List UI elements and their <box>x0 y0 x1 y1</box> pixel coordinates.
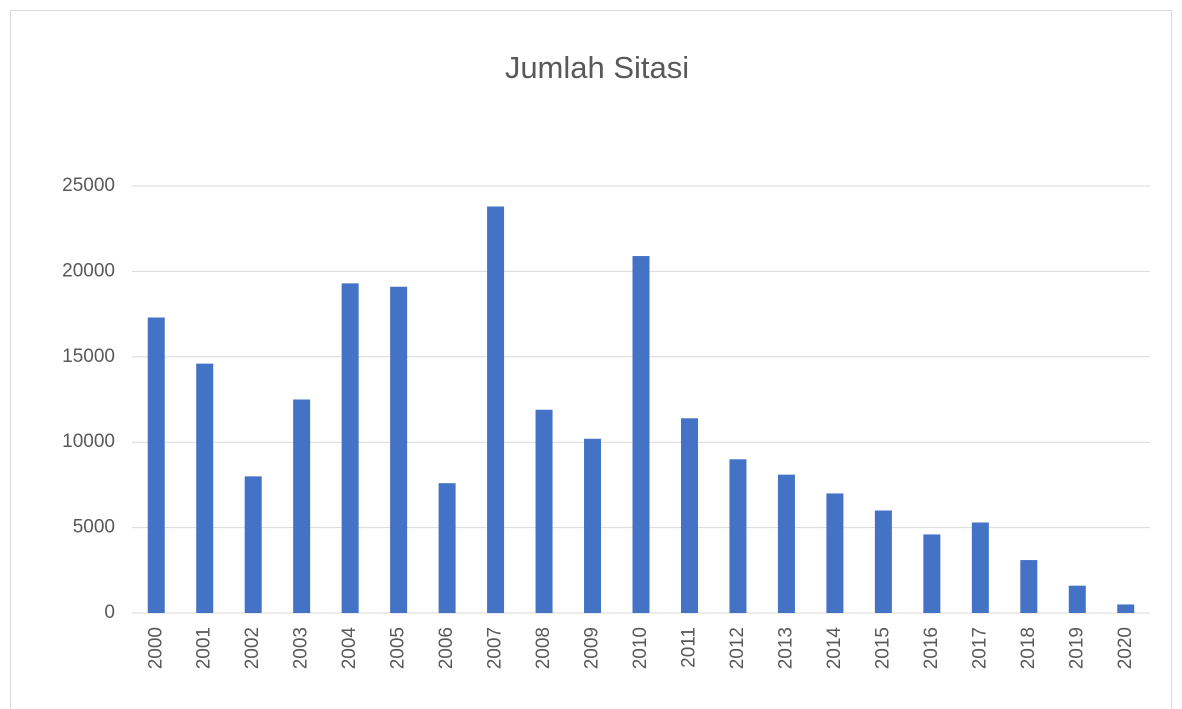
y-tick-label: 10000 <box>62 431 115 452</box>
bar <box>729 459 747 613</box>
chart-title: Jumlah Sitasi <box>505 50 689 85</box>
bar <box>632 256 650 613</box>
x-tick-label: 2013 <box>775 627 796 669</box>
x-tick-label: 2008 <box>533 627 554 669</box>
x-tick-label: 2005 <box>388 627 409 669</box>
bar <box>293 399 311 613</box>
y-tick-label: 0 <box>104 602 115 623</box>
bar <box>147 317 165 613</box>
bar <box>535 409 553 613</box>
bar <box>923 534 941 613</box>
bar <box>826 493 844 613</box>
y-tick-label: 20000 <box>62 260 115 281</box>
bar <box>971 522 989 613</box>
x-tick-label: 2003 <box>291 627 312 669</box>
x-tick-label: 2001 <box>194 627 215 669</box>
x-tick-label: 2002 <box>242 627 263 669</box>
x-tick-label: 2015 <box>872 627 893 669</box>
x-tick-label: 2006 <box>436 627 457 669</box>
bar <box>1117 604 1135 613</box>
bar <box>196 363 214 613</box>
y-tick-label: 15000 <box>62 346 115 367</box>
x-tick-label: 2011 <box>678 627 699 668</box>
x-tick-label: 2020 <box>1115 627 1136 669</box>
bar <box>777 474 795 613</box>
x-tick-label: 2018 <box>1018 627 1039 669</box>
bar <box>244 476 262 613</box>
bar <box>341 283 359 613</box>
bar <box>584 438 602 613</box>
x-tick-label: 2004 <box>339 627 360 670</box>
bar <box>680 418 698 613</box>
bar <box>1068 585 1086 613</box>
bar <box>487 206 505 613</box>
bar <box>874 510 892 613</box>
x-tick-label: 2010 <box>630 627 651 669</box>
x-tick-label: 2012 <box>727 627 748 669</box>
x-tick-label: 2007 <box>485 627 506 669</box>
x-tick-label: 2009 <box>582 627 603 669</box>
x-tick-label: 2014 <box>824 627 845 670</box>
x-tick-label: 2019 <box>1066 627 1087 669</box>
bar <box>390 286 408 613</box>
x-tick-label: 2000 <box>145 627 166 669</box>
bar <box>1020 560 1038 613</box>
bar <box>438 483 456 613</box>
x-tick-label: 2016 <box>921 627 942 669</box>
y-tick-label: 5000 <box>73 517 115 538</box>
y-tick-label: 25000 <box>62 175 115 196</box>
x-tick-label: 2017 <box>969 627 990 669</box>
